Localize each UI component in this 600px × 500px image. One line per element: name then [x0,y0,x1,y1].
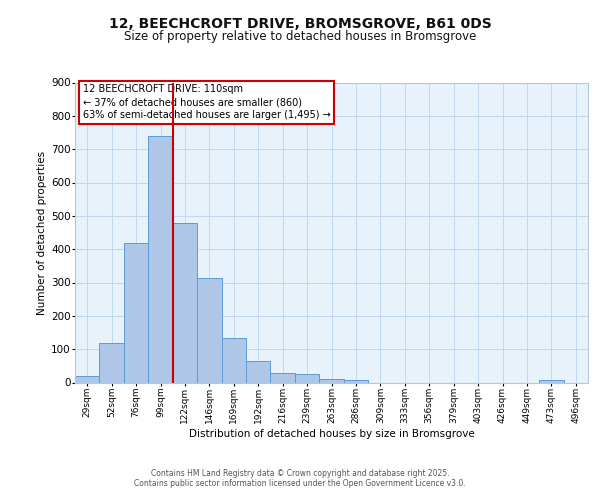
Bar [246,361,271,382]
Bar [319,378,344,382]
Bar [124,242,148,382]
Bar [271,372,295,382]
Y-axis label: Number of detached properties: Number of detached properties [37,150,47,314]
Text: Contains public sector information licensed under the Open Government Licence v3: Contains public sector information licen… [134,478,466,488]
Text: Contains HM Land Registry data © Crown copyright and database right 2025.: Contains HM Land Registry data © Crown c… [151,468,449,477]
Bar [100,342,124,382]
Bar [344,380,368,382]
Bar [148,136,173,382]
Text: Size of property relative to detached houses in Bromsgrove: Size of property relative to detached ho… [124,30,476,43]
Bar [197,278,221,382]
Bar [295,374,319,382]
Bar [173,222,197,382]
Text: 12, BEECHCROFT DRIVE, BROMSGROVE, B61 0DS: 12, BEECHCROFT DRIVE, BROMSGROVE, B61 0D… [109,18,491,32]
Bar [75,376,100,382]
Text: 12 BEECHCROFT DRIVE: 110sqm
← 37% of detached houses are smaller (860)
63% of se: 12 BEECHCROFT DRIVE: 110sqm ← 37% of det… [83,84,331,120]
X-axis label: Distribution of detached houses by size in Bromsgrove: Distribution of detached houses by size … [188,428,475,438]
Bar [539,380,563,382]
Bar [221,338,246,382]
